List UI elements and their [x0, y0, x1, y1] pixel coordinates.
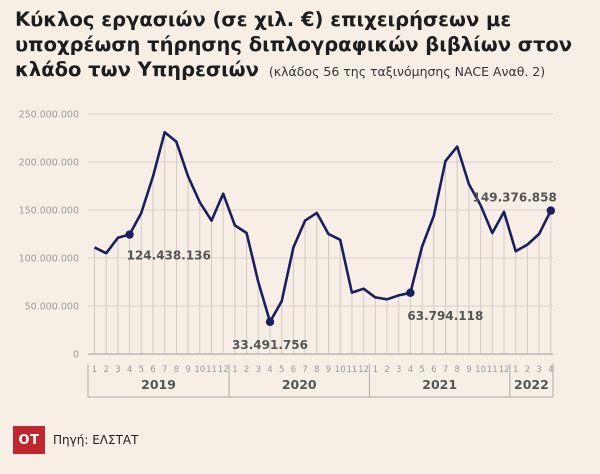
grid-lines: [88, 113, 553, 307]
x-tick-label: 12: [358, 365, 369, 375]
x-tick-label: 10: [194, 365, 205, 375]
x-tick-label: 9: [185, 365, 190, 375]
source-text: Πηγή: ΕΛΣΤΑΤ: [53, 433, 139, 447]
x-tick-label: 6: [291, 365, 296, 375]
x-tick-label: 7: [302, 365, 307, 375]
y-tick-label: 50.000.000: [25, 302, 79, 313]
x-tick-label: 8: [314, 365, 319, 375]
year-label: 2020: [282, 377, 317, 392]
x-tick-label: 2: [244, 365, 249, 375]
x-tick-label: 3: [256, 365, 261, 375]
x-tick-label: 9: [466, 365, 471, 375]
annotation-marker: [546, 206, 555, 215]
x-tick-label: 7: [443, 365, 448, 375]
annotation-label: 63.794.118: [407, 309, 483, 323]
x-axis: 1 2 3 4 5 6 7 8 9 10 11 12 1 2 3 4 5 6 7 8 9 10 11 12 1 2 3 4 5 6 7 8 9 1…: [87, 353, 554, 398]
x-tick-label: 10: [475, 365, 486, 375]
x-tick-label: 8: [454, 365, 459, 375]
x-tick-label: 10: [335, 365, 346, 375]
x-tick-label: 6: [431, 365, 436, 375]
x-tick-label: 1: [513, 365, 518, 375]
x-tick-label: 3: [115, 365, 120, 375]
x-tick-label: 1: [232, 365, 237, 375]
data-drop-lines: [94, 132, 552, 354]
year-label: 2019: [141, 377, 176, 392]
x-tick-label: 3: [536, 365, 541, 375]
annotation-label: 33.491.756: [232, 338, 308, 352]
footer: OT Πηγή: ΕΛΣΤΑΤ: [13, 426, 138, 454]
data-markers: [125, 206, 555, 327]
y-tick-label: 250.000.000: [19, 110, 79, 121]
x-tick-label: 5: [279, 365, 284, 375]
y-tick-label: 150.000.000: [19, 206, 79, 217]
x-tick-label: 11: [346, 365, 357, 375]
annotation-marker: [125, 230, 134, 239]
annotation-marker: [406, 288, 415, 297]
x-tick-label: 8: [174, 365, 179, 375]
x-tick-label: 3: [396, 365, 401, 375]
y-tick-label: 100.000.000: [19, 254, 79, 265]
x-tick-label: 1: [92, 365, 97, 375]
x-tick-label: 2: [384, 365, 389, 375]
title-text: Κύκλος εργασιών (σε χιλ. €) επιχειρήσεων…: [15, 8, 573, 81]
x-tick-label: 11: [206, 365, 217, 375]
year-label: 2022: [514, 377, 549, 392]
x-tick-label: 7: [162, 365, 167, 375]
x-tick-label: 2: [525, 365, 530, 375]
x-tick-label: 4: [127, 365, 132, 375]
y-tick-label: 0: [73, 350, 79, 361]
x-tick-label: 12: [499, 365, 510, 375]
annotation-label: 124.438.136: [127, 249, 211, 263]
annotation-label: 149.376.858: [473, 191, 557, 205]
year-label: 2021: [422, 377, 457, 392]
x-tick-label: 12: [218, 365, 229, 375]
x-tick-label: 5: [139, 365, 144, 375]
chart-subtitle: (κλάδος 56 της ταξινόμησης NACE Αναθ. 2): [268, 64, 546, 79]
x-tick-label: 4: [267, 365, 272, 375]
y-axis-ticks: 0 50.000.000 100.000.000 150.000.000 200.000…: [19, 110, 79, 361]
ot-logo: OT: [13, 426, 45, 454]
chart-title: Κύκλος εργασιών (σε χιλ. €) επιχειρήσεων…: [15, 7, 595, 84]
x-tick-label: 9: [326, 365, 331, 375]
x-tick-label: 6: [150, 365, 155, 375]
series-line: [93, 130, 552, 324]
data-labels: 124.438.136 33.491.756 63.794.118 149.376.8…: [127, 191, 557, 352]
x-tick-label: 4: [548, 365, 553, 375]
x-tick-label: 4: [408, 365, 413, 375]
x-tick-label: 2: [103, 365, 108, 375]
annotation-marker: [265, 317, 275, 327]
x-tick-label: 1: [373, 365, 378, 375]
y-tick-label: 200.000.000: [19, 158, 79, 169]
x-tick-label: 11: [487, 365, 498, 375]
x-tick-label: 5: [419, 365, 424, 375]
